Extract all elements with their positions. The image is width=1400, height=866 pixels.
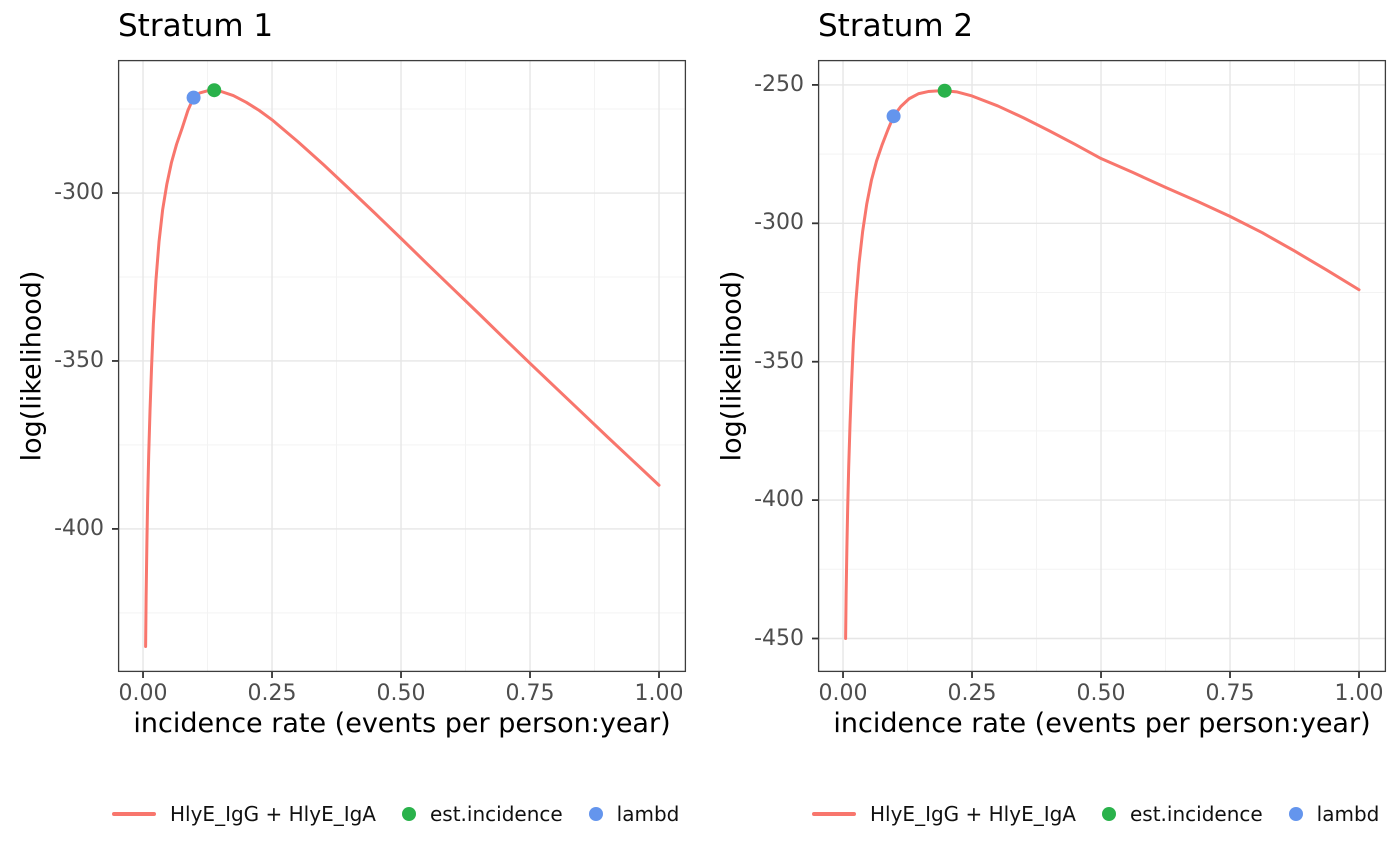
panel-border: [817, 59, 1387, 673]
facet-stratum-2: Stratum 2 log(likelihood) incidence rate…: [700, 0, 1400, 866]
y-tick-label: -350: [54, 347, 104, 373]
legend-label-series: HlyE_IgG + HlyE_IgA: [170, 802, 376, 826]
y-tick-label: -400: [54, 515, 104, 541]
plot-panel: [112, 59, 687, 678]
likelihood-curve: [844, 89, 1361, 641]
legend-line-swatch: [812, 812, 856, 816]
x-tick-label: 0.00: [118, 681, 168, 706]
x-tick-label: 0.50: [1076, 681, 1126, 706]
x-tick-label: 0.50: [376, 681, 426, 706]
marker-lambd: [886, 109, 901, 124]
legend-label-series: HlyE_IgG + HlyE_IgA: [870, 802, 1076, 826]
y-tick-label: -250: [754, 71, 804, 97]
x-tick-label: 0.75: [1205, 681, 1255, 706]
x-tick-label: 1.00: [634, 681, 684, 706]
legend-line-swatch: [112, 812, 156, 816]
x-axis-title: incidence rate (events per person:year): [133, 708, 671, 739]
y-tick-label: -350: [754, 348, 804, 374]
legend-lambda-dot-icon: [588, 807, 603, 821]
y-tick-label: -450: [754, 625, 804, 651]
marker-est-incidence: [937, 83, 952, 98]
y-tick-label: -300: [54, 180, 104, 205]
x-tick-label: 0.25: [947, 681, 997, 706]
facet-stratum-1: Stratum 1 log(likelihood) incidence rate…: [17, 8, 698, 832]
legend-label-lambda: lambd: [1316, 802, 1380, 826]
y-tick-label: -300: [754, 210, 804, 236]
x-tick-label: 0.25: [247, 681, 297, 706]
marker-est-incidence: [207, 83, 222, 98]
plot-title: Stratum 1: [118, 8, 274, 44]
x-tick-label: 0.75: [505, 681, 555, 706]
plot-panel: [812, 59, 1387, 678]
legend-est-incidence-dot-icon: [401, 807, 416, 821]
panel-border: [117, 59, 687, 673]
x-tick-label: 0.00: [818, 681, 868, 706]
marker-lambd: [186, 90, 201, 105]
y-tick-label: -400: [754, 487, 804, 513]
legend-label-lambda: lambd: [616, 802, 680, 826]
legend-est-incidence-dot-icon: [1101, 807, 1116, 821]
legend-lambda-dot-icon: [1288, 807, 1303, 821]
likelihood-curve: [144, 88, 661, 648]
x-axis-title: incidence rate (events per person:year): [833, 708, 1371, 739]
legend-label-est-incidence: est.incidence: [429, 802, 563, 826]
legend-label-est-incidence: est.incidence: [1129, 802, 1263, 826]
legend: HlyE_IgG + HlyE_IgA est.incidence lambd: [112, 796, 698, 832]
x-tick-label: 1.00: [1334, 681, 1384, 706]
legend: HlyE_IgG + HlyE_IgA est.incidence lambd: [812, 796, 1398, 832]
plot-title: Stratum 2: [818, 8, 974, 44]
